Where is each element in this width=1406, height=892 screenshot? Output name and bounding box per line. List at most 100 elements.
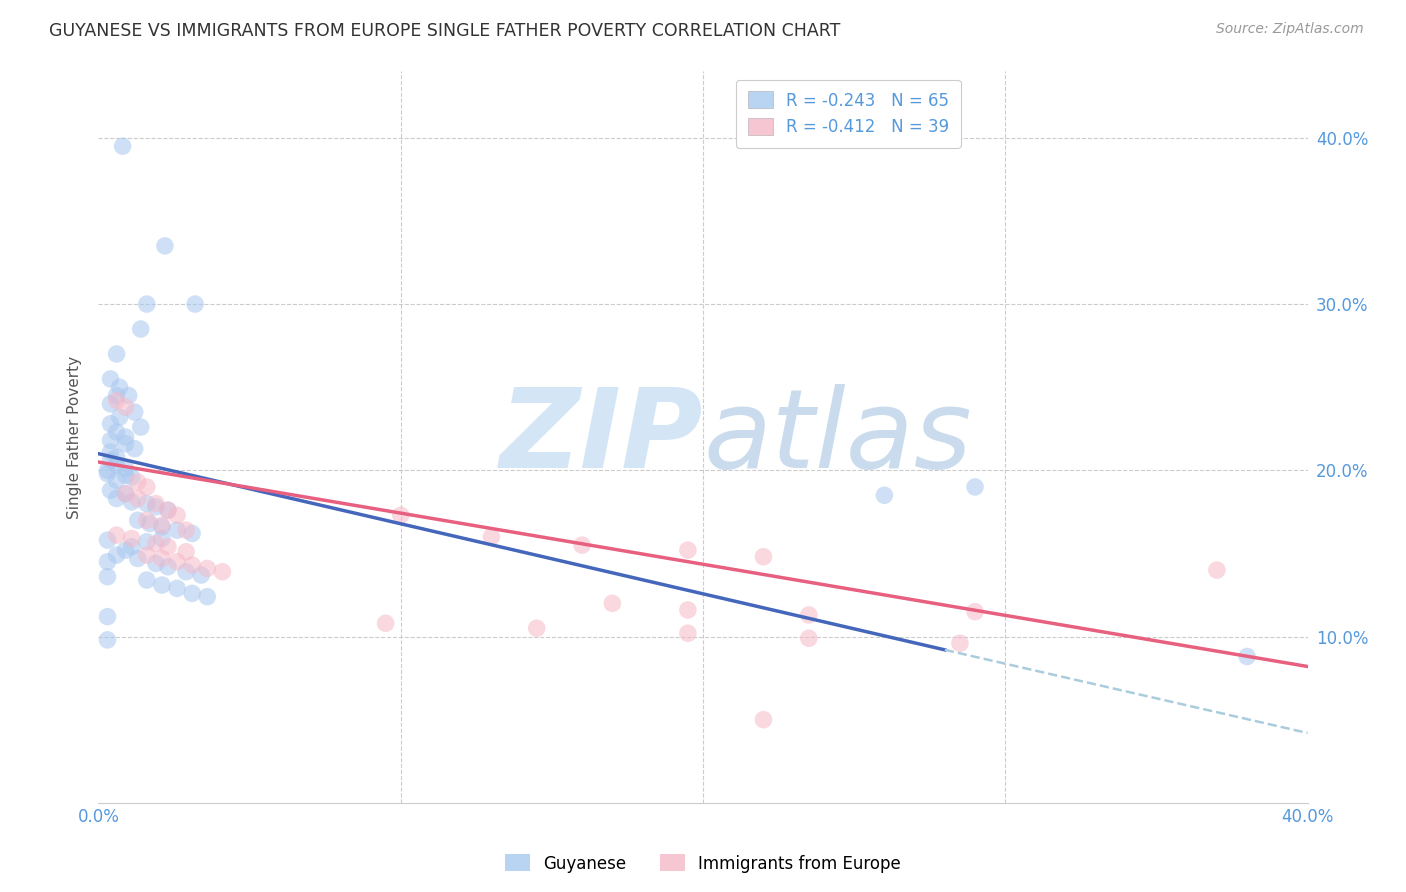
Point [129, 420, 152, 434]
Point [96, 467, 118, 481]
Point [174, 545, 197, 559]
Text: GUYANESE VS IMMIGRANTS FROM EUROPE SINGLE FATHER POVERTY CORRELATION CHART: GUYANESE VS IMMIGRANTS FROM EUROPE SINGL… [49, 22, 841, 40]
Point [121, 540, 143, 554]
Point [114, 400, 136, 414]
Point [174, 565, 197, 579]
Point [135, 573, 157, 587]
Point [571, 538, 593, 552]
Legend: R = -0.243   N = 65, R = -0.412   N = 39: R = -0.243 N = 65, R = -0.412 N = 39 [735, 79, 960, 148]
Point [127, 551, 149, 566]
Point [797, 607, 820, 622]
Point [96, 463, 118, 477]
Point [96, 533, 118, 548]
Point [135, 534, 157, 549]
Point [965, 605, 987, 619]
Point [129, 322, 152, 336]
Point [181, 526, 204, 541]
Point [156, 559, 179, 574]
Point [111, 139, 134, 153]
Point [114, 486, 136, 500]
Point [100, 417, 122, 431]
Point [181, 558, 204, 573]
Point [797, 632, 820, 646]
Point [100, 445, 122, 459]
Point [145, 500, 167, 514]
Point [96, 570, 118, 584]
Point [181, 586, 204, 600]
Point [127, 513, 149, 527]
Point [121, 532, 143, 546]
Point [166, 508, 188, 523]
Point [389, 508, 412, 523]
Point [114, 486, 136, 500]
Point [139, 516, 162, 531]
Text: ZIP: ZIP [499, 384, 703, 491]
Point [150, 532, 173, 546]
Point [676, 603, 699, 617]
Text: atlas: atlas [703, 384, 972, 491]
Point [108, 410, 131, 425]
Point [135, 497, 157, 511]
Point [105, 425, 128, 439]
Point [105, 548, 128, 562]
Point [145, 557, 167, 571]
Point [118, 388, 141, 402]
Point [100, 434, 122, 448]
Point [150, 578, 173, 592]
Point [135, 480, 157, 494]
Legend: Guyanese, Immigrants from Europe: Guyanese, Immigrants from Europe [498, 847, 908, 880]
Point [100, 483, 122, 498]
Point [145, 536, 167, 550]
Point [526, 621, 548, 635]
Point [752, 549, 775, 564]
Point [105, 388, 128, 402]
Point [481, 530, 503, 544]
Point [105, 528, 128, 542]
Point [150, 518, 173, 533]
Point [374, 616, 396, 631]
Point [105, 491, 128, 506]
Point [190, 568, 212, 582]
Point [100, 372, 122, 386]
Point [156, 503, 179, 517]
Point [121, 495, 143, 509]
Point [873, 488, 896, 502]
Point [150, 551, 173, 566]
Point [127, 491, 149, 506]
Point [100, 397, 122, 411]
Point [184, 297, 207, 311]
Point [145, 497, 167, 511]
Point [153, 239, 176, 253]
Point [121, 470, 143, 484]
Point [96, 555, 118, 569]
Point [114, 461, 136, 475]
Point [156, 503, 179, 517]
Point [114, 543, 136, 558]
Point [156, 540, 179, 554]
Point [174, 523, 197, 537]
Point [166, 582, 188, 596]
Point [676, 626, 699, 640]
Y-axis label: Single Father Poverty: Single Father Poverty [67, 356, 83, 518]
Point [124, 405, 146, 419]
Point [602, 596, 624, 610]
Point [105, 393, 128, 408]
Point [211, 565, 233, 579]
Point [195, 590, 218, 604]
Point [965, 480, 987, 494]
Point [135, 513, 157, 527]
Point [150, 520, 173, 534]
Point [105, 473, 128, 487]
Point [114, 430, 136, 444]
Point [114, 468, 136, 483]
Point [752, 713, 775, 727]
Point [676, 543, 699, 558]
Point [105, 458, 128, 473]
Point [135, 548, 157, 562]
Text: Source: ZipAtlas.com: Source: ZipAtlas.com [1216, 22, 1364, 37]
Point [949, 636, 972, 650]
Point [108, 380, 131, 394]
Point [1236, 649, 1258, 664]
Point [96, 609, 118, 624]
Point [96, 632, 118, 647]
